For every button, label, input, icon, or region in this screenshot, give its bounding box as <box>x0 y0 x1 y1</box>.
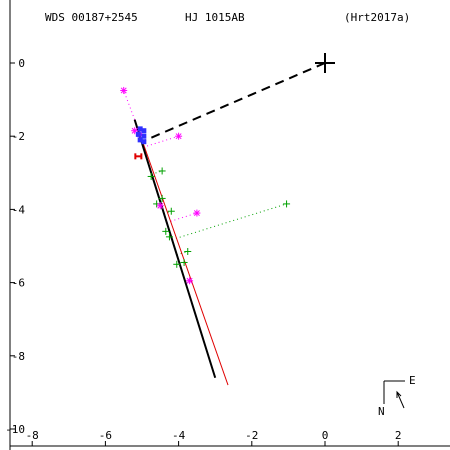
observation-green-plus <box>158 167 166 175</box>
observation-magenta-star <box>120 86 128 94</box>
observation-blue-square <box>137 126 143 132</box>
compass-north-label: N <box>378 405 385 418</box>
observation-magenta-star-d2 <box>193 210 200 217</box>
orbit-black-line <box>133 119 217 379</box>
x-tick-label: 0 <box>322 429 329 442</box>
observation-magenta-star <box>156 202 164 210</box>
y-tick-label: 0 <box>18 57 25 70</box>
observation-magenta-star <box>193 209 201 217</box>
observation-magenta-star <box>175 132 183 140</box>
motion-arrow-shaft <box>396 391 405 409</box>
observation-green-plus <box>162 227 170 235</box>
observation-magenta-star-d2 <box>175 133 182 140</box>
observation-blue-square <box>141 128 147 134</box>
x-tick-label: -8 <box>26 429 39 442</box>
motion-arrow-head <box>396 390 402 398</box>
observation-blue-square <box>137 137 143 143</box>
observation-green-plus <box>167 207 175 215</box>
y-tick-label: -4 <box>12 203 26 216</box>
observation-green-plus <box>147 172 155 180</box>
observation-green-plus <box>184 247 192 255</box>
header-wds-id: WDS 00187+2545 <box>45 11 138 24</box>
observation-blue-square <box>141 139 147 145</box>
node-line-dashed <box>141 62 326 143</box>
header-reference: (Hrt2017a) <box>344 11 410 24</box>
observation-blue-square <box>141 133 147 139</box>
observation-magenta-star <box>186 277 194 285</box>
x-tick-label: -4 <box>172 429 186 442</box>
y-tick-label: -2 <box>12 130 25 143</box>
primary-star-marker <box>315 53 335 73</box>
compass: E N <box>378 374 416 418</box>
observation-green-plus <box>158 194 166 202</box>
y-tick-label: -10 <box>5 423 25 436</box>
y-tick-label: -8 <box>12 350 25 363</box>
observation-green-plus <box>173 260 181 268</box>
axis-ticks: -8 -6 -4 -2 0 20-2-4-6-8-10 <box>5 57 402 446</box>
observation-red-marker <box>134 153 143 160</box>
y-tick-label: -6 <box>12 277 25 290</box>
data-marks <box>120 53 335 285</box>
observation-magenta-star-d2 <box>186 277 193 284</box>
x-tick-label: 2 <box>395 429 402 442</box>
x-tick-label: -2 <box>245 429 258 442</box>
header-pair-name: HJ 1015AB <box>185 11 245 24</box>
compass-east-label: E <box>409 374 416 387</box>
observation-magenta-star-d2 <box>157 202 164 209</box>
observation-blue-square <box>135 131 141 137</box>
observation-magenta-star-d2 <box>120 87 127 94</box>
observation-green-plus <box>180 258 188 266</box>
observation-green-plus <box>283 200 291 208</box>
observation-magenta-star <box>131 127 139 135</box>
observation-green-plus <box>165 233 173 241</box>
x-tick-label: -6 <box>99 429 112 442</box>
observation-magenta-star-d2 <box>131 127 138 134</box>
